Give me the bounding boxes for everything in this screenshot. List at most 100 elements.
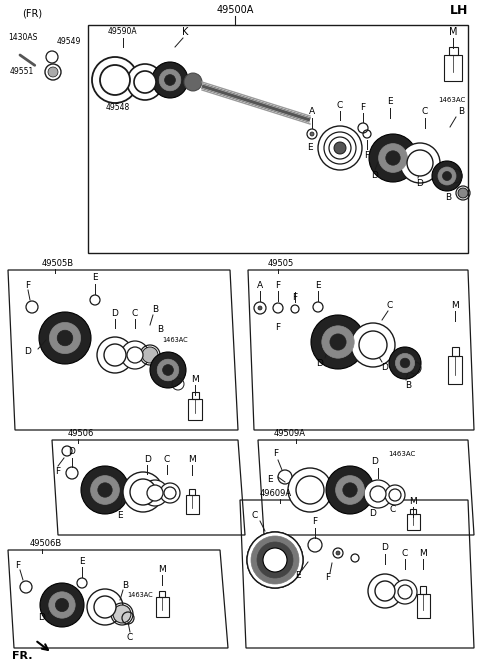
Text: D: D (370, 508, 376, 518)
Bar (192, 392, 199, 399)
Text: D: D (372, 457, 378, 467)
Circle shape (253, 538, 297, 582)
Text: B: B (405, 381, 411, 389)
Text: 49500A: 49500A (216, 5, 254, 15)
Text: C: C (337, 101, 343, 109)
Circle shape (396, 354, 415, 373)
Text: C: C (387, 301, 393, 310)
Text: E: E (79, 557, 85, 567)
Text: D: D (38, 614, 46, 622)
Bar (410, 509, 416, 514)
Text: F: F (364, 150, 370, 160)
Circle shape (322, 326, 354, 358)
Text: 49505B: 49505B (42, 258, 74, 267)
Circle shape (87, 589, 123, 625)
Circle shape (163, 365, 173, 375)
Circle shape (336, 551, 340, 555)
Text: E: E (267, 475, 273, 485)
Text: K: K (182, 27, 188, 37)
Circle shape (393, 580, 417, 604)
Text: M: M (158, 565, 166, 575)
Text: C: C (422, 107, 428, 117)
Text: 1430AS: 1430AS (8, 34, 37, 42)
Circle shape (49, 592, 75, 618)
Circle shape (94, 596, 116, 618)
Text: D: D (144, 455, 151, 463)
Circle shape (326, 466, 374, 514)
Text: A: A (257, 281, 263, 289)
Bar (420, 586, 426, 594)
Text: F: F (276, 281, 281, 289)
Text: LH: LH (450, 3, 468, 17)
Circle shape (432, 161, 462, 191)
Text: M: M (449, 27, 457, 37)
Text: E: E (307, 144, 313, 152)
Circle shape (251, 536, 299, 584)
Text: 49548: 49548 (106, 103, 130, 113)
Bar (417, 594, 430, 618)
Text: (FR): (FR) (22, 8, 42, 18)
Text: C: C (164, 455, 170, 463)
Circle shape (259, 544, 291, 576)
Circle shape (270, 555, 280, 565)
Circle shape (157, 359, 179, 381)
Text: 49609A: 49609A (260, 489, 292, 498)
Text: F: F (276, 324, 281, 332)
Text: M: M (419, 549, 427, 557)
Text: B: B (122, 581, 128, 589)
Circle shape (91, 475, 120, 504)
Text: A: A (309, 107, 315, 117)
Circle shape (48, 67, 58, 77)
Text: D: D (372, 171, 378, 179)
Bar (186, 495, 199, 514)
Text: E: E (92, 273, 98, 283)
Circle shape (113, 605, 131, 623)
Text: C: C (252, 510, 258, 520)
Text: M: M (188, 455, 196, 463)
Text: E: E (117, 510, 123, 520)
Circle shape (130, 479, 156, 505)
Circle shape (359, 331, 387, 359)
Text: 49506: 49506 (68, 430, 95, 438)
Text: 1463AC: 1463AC (438, 97, 465, 103)
Circle shape (296, 476, 324, 504)
Circle shape (142, 347, 158, 363)
Bar (449, 47, 458, 55)
Circle shape (310, 132, 314, 136)
Text: F: F (360, 103, 366, 111)
Circle shape (369, 134, 417, 182)
Text: FR.: FR. (12, 651, 33, 661)
Circle shape (165, 75, 175, 85)
Circle shape (364, 480, 392, 508)
Circle shape (407, 150, 433, 176)
Text: C: C (127, 634, 133, 643)
Text: E: E (315, 281, 321, 289)
Text: D: D (382, 363, 388, 373)
Circle shape (39, 312, 91, 364)
Text: D: D (111, 308, 119, 318)
Circle shape (334, 142, 346, 154)
Circle shape (265, 550, 285, 570)
Bar (452, 347, 459, 356)
Text: M: M (451, 301, 459, 310)
Text: B: B (458, 107, 464, 117)
Circle shape (164, 487, 176, 499)
Circle shape (121, 341, 149, 369)
Circle shape (100, 65, 130, 95)
Circle shape (400, 358, 410, 368)
Circle shape (55, 598, 69, 612)
Circle shape (247, 532, 303, 588)
Bar (448, 356, 462, 384)
Bar (156, 597, 169, 617)
Text: F: F (292, 293, 298, 303)
Text: 49509A: 49509A (274, 430, 306, 438)
Circle shape (336, 475, 364, 504)
Circle shape (142, 480, 168, 506)
Circle shape (150, 352, 186, 388)
Circle shape (49, 322, 81, 354)
Circle shape (92, 57, 138, 103)
Text: M: M (409, 498, 417, 506)
Bar (188, 399, 202, 420)
Bar (407, 514, 420, 530)
Text: E: E (295, 571, 301, 579)
